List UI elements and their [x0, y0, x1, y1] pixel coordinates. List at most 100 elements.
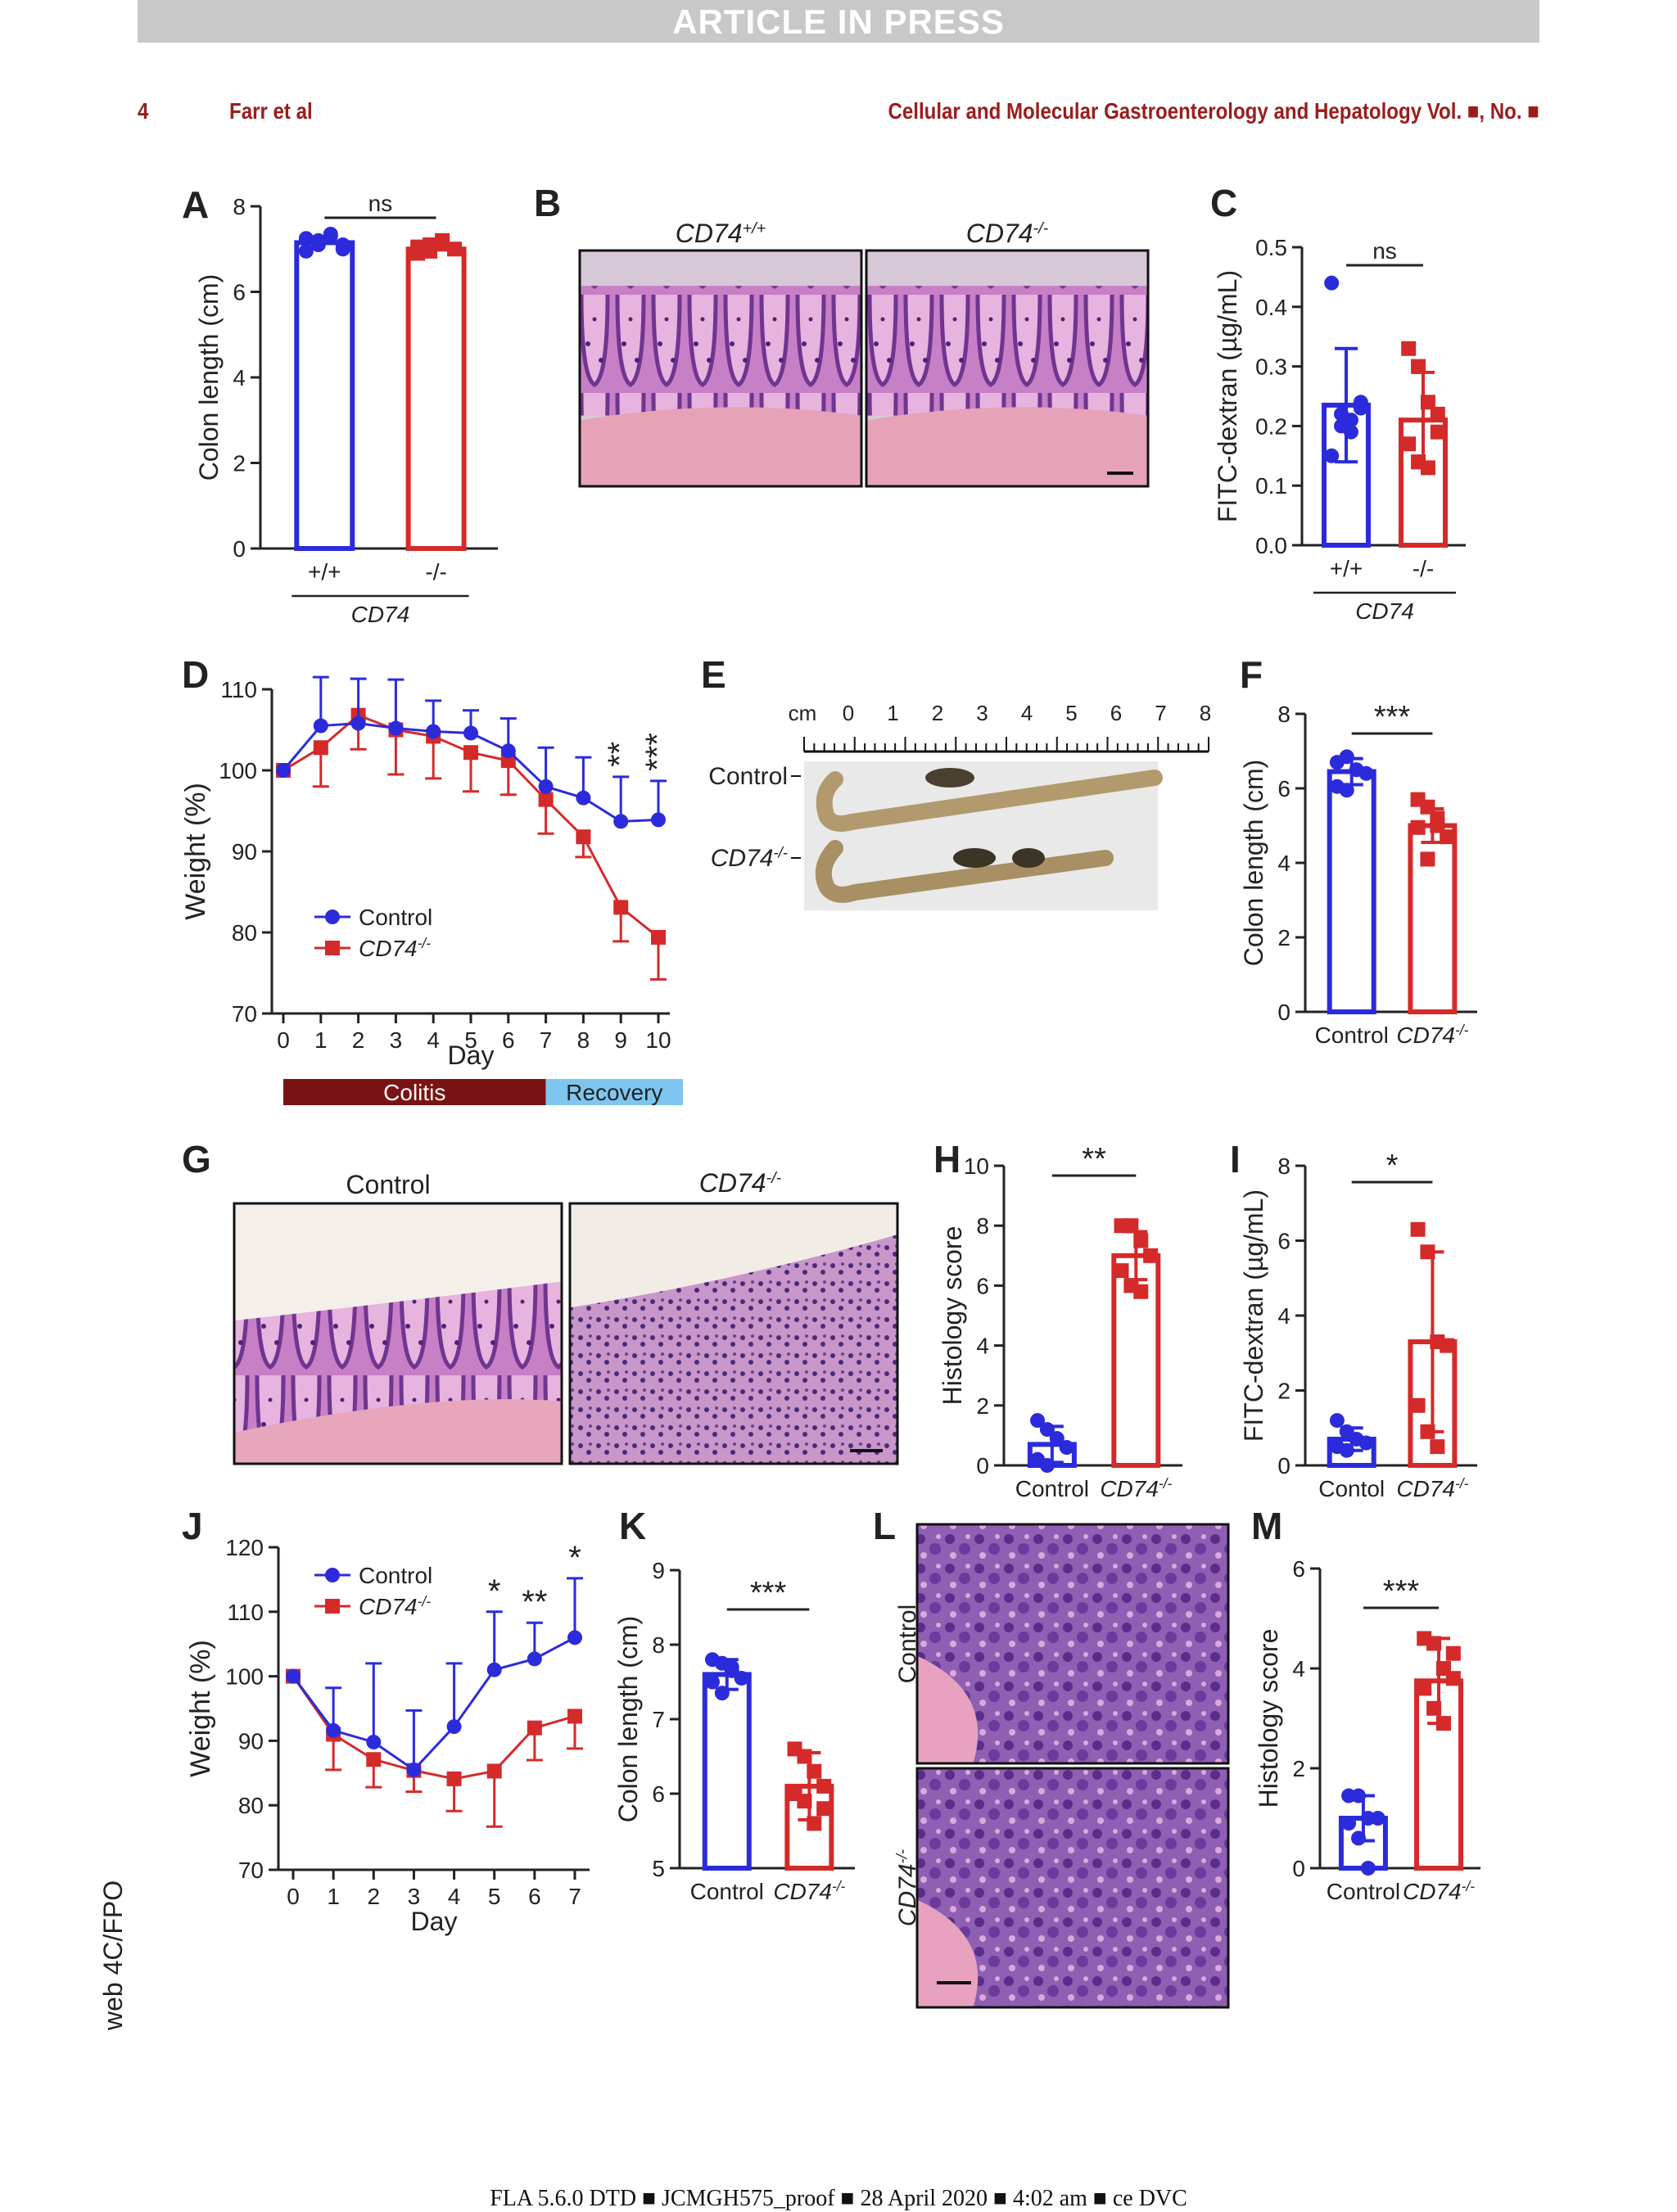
data-point: [1143, 1248, 1159, 1263]
legend-label: Control: [359, 1563, 432, 1588]
y-tick-label: 8: [1277, 702, 1291, 727]
data-point: [310, 232, 326, 248]
x-tick-label: 3: [390, 1027, 403, 1053]
y-tick-label: 4: [233, 365, 246, 390]
stool: [925, 768, 974, 788]
legend-label: CD74-/-: [359, 1593, 431, 1619]
data-point: [816, 1801, 832, 1817]
significance-label: *: [488, 1573, 501, 1609]
y-axis-label: Weight (%): [185, 1640, 216, 1777]
y-axis-label: Weight (%): [180, 783, 211, 920]
data-point: [366, 1734, 382, 1749]
y-tick-label: 0: [233, 536, 246, 562]
data-point: [423, 237, 438, 253]
data-point: [567, 1630, 582, 1645]
data-point: [714, 1686, 730, 1701]
data-point: [613, 900, 629, 915]
data-point: [807, 1763, 822, 1779]
y-tick-label: 100: [225, 1664, 264, 1690]
data-point: [1343, 424, 1358, 440]
x-tick-label: 9: [614, 1027, 627, 1053]
data-point: [1426, 1700, 1442, 1716]
x-tick-label: 2: [352, 1027, 365, 1053]
x-tick-label: 6: [502, 1027, 515, 1053]
stool: [953, 848, 996, 868]
panel-letter-K: K: [619, 1505, 646, 1547]
x-tick-label: 1: [314, 1027, 328, 1053]
data-point: [410, 246, 426, 261]
data-point: [500, 743, 516, 759]
ruler-tick-label: 4: [1021, 701, 1033, 725]
data-point: [538, 779, 554, 794]
data-point: [1123, 1218, 1139, 1234]
x-tick-label: CD74-/-: [1100, 1475, 1172, 1501]
y-tick-label: 0.1: [1255, 473, 1287, 499]
data-point: [1350, 1788, 1366, 1803]
data-point: [567, 1709, 582, 1724]
image-frame: [578, 249, 863, 488]
data-point: [797, 1794, 812, 1809]
data-point: [323, 226, 338, 242]
x-tick-label: CD74-/-: [1396, 1022, 1468, 1048]
y-tick-label: 0: [1292, 1856, 1305, 1881]
ruler-tick-label: 7: [1155, 701, 1166, 725]
data-point: [1435, 1716, 1451, 1731]
significance-label: **: [522, 1584, 547, 1620]
data-point: [1030, 1413, 1046, 1429]
data-point: [1329, 1413, 1345, 1429]
data-point: [538, 792, 554, 807]
data-point: [1420, 395, 1435, 410]
data-point: [1417, 1681, 1432, 1696]
x-tick-label: 0: [277, 1027, 290, 1053]
legend-label: Control: [359, 905, 432, 930]
image-label: Control: [894, 1605, 921, 1684]
x-tick-label: 4: [448, 1884, 461, 1909]
image-label: CD74-/-: [699, 1168, 782, 1198]
colon-control: [816, 770, 1163, 832]
y-tick-label: 70: [232, 1001, 257, 1027]
image-frame: [233, 1202, 563, 1465]
data-point: [298, 231, 314, 246]
data-point: [651, 812, 666, 828]
data-point: [1341, 1816, 1357, 1831]
data-point: [704, 1674, 720, 1690]
significance-label: ***: [1383, 1574, 1420, 1609]
data-point: [335, 237, 350, 253]
stool: [1012, 848, 1045, 868]
y-tick-label: 100: [219, 758, 257, 783]
x-tick-label: Control: [1015, 1476, 1089, 1501]
y-tick-label: 6: [1277, 1229, 1291, 1254]
data-point: [1445, 1671, 1461, 1686]
panel-letter-M: M: [1251, 1505, 1282, 1547]
crypt-layer: [234, 1281, 562, 1438]
data-point: [1039, 1422, 1055, 1438]
significance-label: **: [1082, 1142, 1106, 1176]
data-point: [1445, 1645, 1461, 1661]
y-tick-label: 7: [652, 1707, 665, 1732]
y-tick-label: 8: [976, 1213, 989, 1239]
histology-L-control: [915, 1523, 1230, 1765]
data-point: [435, 232, 450, 248]
data-point: [1339, 1442, 1354, 1458]
y-tick-label: 6: [1292, 1556, 1305, 1582]
y-tick-label: 5: [652, 1856, 665, 1881]
data-point: [326, 1722, 341, 1738]
ruler-tick-label: 2: [932, 701, 943, 725]
data-point: [816, 1778, 832, 1794]
group-label: CD74: [1355, 598, 1414, 624]
proof-footer: FLA 5.6.0 DTD ■ JCMGH575_proof ■ 28 Apri…: [490, 2186, 1187, 2211]
y-tick-label: 8: [233, 194, 246, 219]
data-point: [1440, 1338, 1455, 1353]
x-tick-label: -/-: [425, 559, 446, 585]
y-tick-label: 0.0: [1255, 533, 1287, 558]
x-tick-label: 8: [577, 1027, 590, 1053]
data-point: [1324, 275, 1340, 291]
data-point: [1324, 448, 1340, 463]
data-point: [463, 725, 478, 741]
bar: [405, 246, 467, 551]
colon-photo-E: cm 0 1 2 3 4 5 6 7 8 Control CD74-/-: [708, 701, 1211, 910]
panel-letter-E: E: [701, 653, 726, 696]
y-tick-label: 4: [1277, 851, 1291, 876]
